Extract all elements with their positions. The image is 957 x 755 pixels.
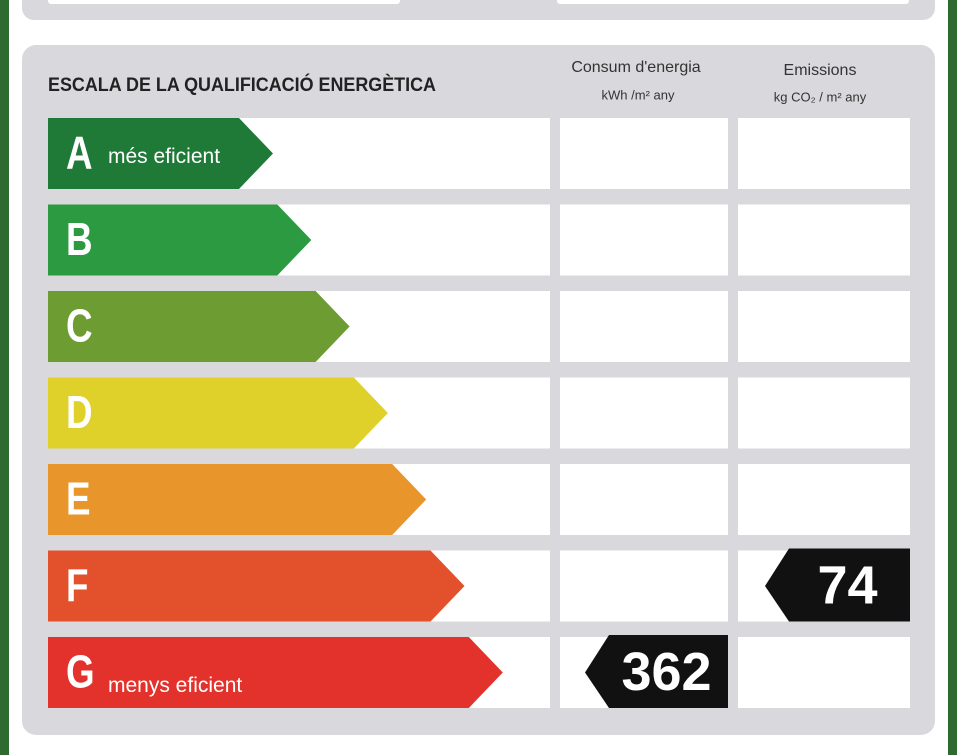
cell xyxy=(738,118,910,189)
cell xyxy=(738,637,910,708)
grade-letter: G xyxy=(66,646,95,698)
grade-arrow xyxy=(48,464,427,535)
grade-letter: C xyxy=(66,300,93,352)
energy-badge xyxy=(585,635,728,708)
grade-letter: F xyxy=(66,559,88,611)
frame-right xyxy=(948,0,957,755)
grade-arrow xyxy=(48,291,350,362)
grade-letter: D xyxy=(66,386,93,438)
top-panel xyxy=(22,0,935,20)
energy-value: 362 xyxy=(621,642,711,702)
grade-arrow xyxy=(48,637,503,708)
column-unit: kg CO₂ / m² any xyxy=(774,89,867,104)
top-cell xyxy=(48,0,400,4)
grade-arrow xyxy=(48,377,388,449)
cell xyxy=(560,550,728,622)
cell xyxy=(738,291,910,362)
cell xyxy=(560,291,728,362)
column-title: Consum d'energia xyxy=(571,59,700,76)
grade-arrow xyxy=(48,550,465,622)
cell xyxy=(560,464,728,535)
emissions-value: 74 xyxy=(817,555,877,615)
grade-letter: A xyxy=(66,127,93,179)
column-unit: kWh /m² any xyxy=(602,87,675,102)
grade-arrow xyxy=(48,118,273,189)
grade-letter: E xyxy=(66,473,91,525)
cell xyxy=(560,118,728,189)
grade-note: menys eficient xyxy=(108,674,242,697)
grade-note: més eficient xyxy=(108,145,220,168)
frame-left xyxy=(0,0,9,755)
emissions-badge xyxy=(765,548,910,622)
cell xyxy=(738,204,910,276)
cell xyxy=(560,204,728,276)
title: ESCALA DE LA QUALIFICACIÓ ENERGÈTICA xyxy=(48,74,436,96)
top-cell xyxy=(557,0,909,4)
cell xyxy=(738,377,910,449)
column-title: Emissions xyxy=(784,62,857,79)
grade-arrow xyxy=(48,204,312,276)
cell xyxy=(560,377,728,449)
grade-letter: B xyxy=(66,213,93,265)
cell xyxy=(738,464,910,535)
